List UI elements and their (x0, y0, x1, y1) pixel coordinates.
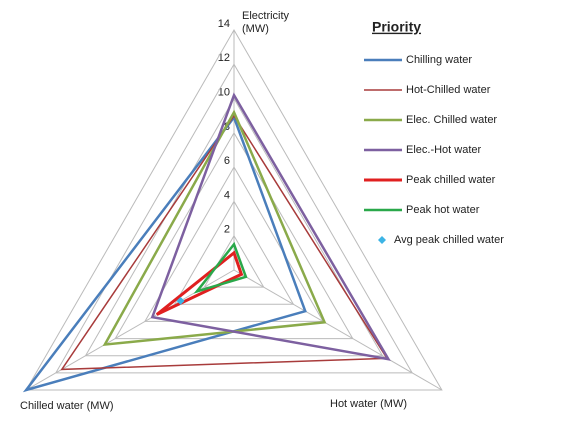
legend-title: Priority (372, 19, 421, 35)
tick-label: 12 (218, 52, 230, 64)
axis-label: Hot water (MW) (330, 398, 407, 410)
axis-label: Electricity (MW) (242, 10, 290, 35)
grid-ring (173, 200, 295, 305)
legend-label: Hot-Chilled water (406, 84, 491, 96)
tick-label: 10 (218, 86, 230, 98)
legend-label: Peak hot water (406, 204, 480, 216)
spoke (25, 269, 235, 391)
grid-ring (25, 29, 443, 391)
legend-label: Peak chilled water (406, 174, 496, 186)
series-line (22, 114, 307, 393)
grid-ring (144, 166, 324, 322)
grid-ring (114, 131, 354, 340)
legend-label: Elec. Chilled water (406, 114, 497, 126)
spoke (233, 269, 443, 391)
legend-marker (378, 236, 386, 244)
tick-label: 14 (218, 18, 230, 30)
series-line (150, 92, 391, 361)
series-line (155, 250, 244, 316)
tick-label: 2 (224, 224, 230, 236)
legend-label: Elec.-Hot water (406, 144, 482, 156)
tick-label: 6 (224, 155, 230, 167)
series-line (60, 114, 389, 371)
tick-label: 4 (224, 189, 230, 201)
series-line (193, 241, 248, 294)
series-line (102, 109, 327, 347)
grid-ring (84, 97, 384, 357)
legend-label: Chilling water (406, 54, 472, 66)
axis-label: Chilled water (MW) (20, 400, 114, 412)
grid-ring (54, 63, 414, 374)
series-marker (176, 296, 185, 305)
legend-label: Avg peak chilled water (394, 234, 504, 246)
